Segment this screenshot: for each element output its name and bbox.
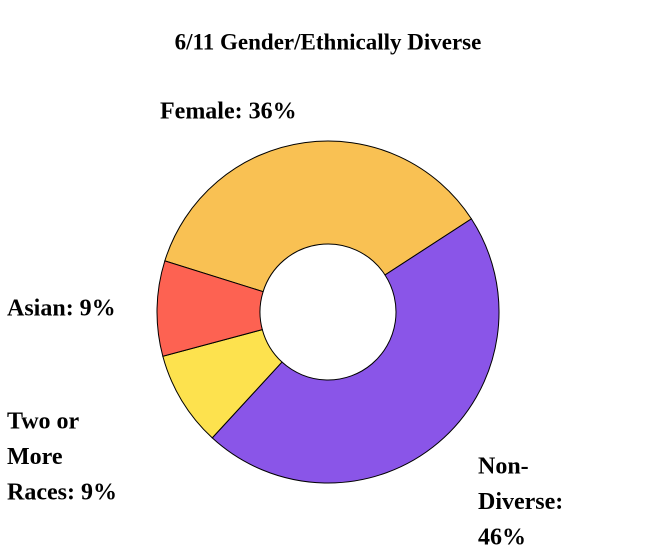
slice-label: More xyxy=(7,444,63,470)
slice-label: Races: 9% xyxy=(7,480,117,506)
slice-label: 46% xyxy=(478,525,526,551)
slice-label: Two or xyxy=(7,409,80,435)
slice-label: Asian: 9% xyxy=(7,296,116,322)
donut-slice xyxy=(164,140,473,293)
chart-title: 6/11 Gender/Ethnically Diverse xyxy=(175,29,482,54)
slice-label: Diverse: xyxy=(478,489,563,515)
donut-slice xyxy=(156,260,264,357)
slice-label: Female: 36% xyxy=(160,99,297,125)
donut-slice xyxy=(211,218,500,484)
slice-label: Non- xyxy=(478,454,529,480)
